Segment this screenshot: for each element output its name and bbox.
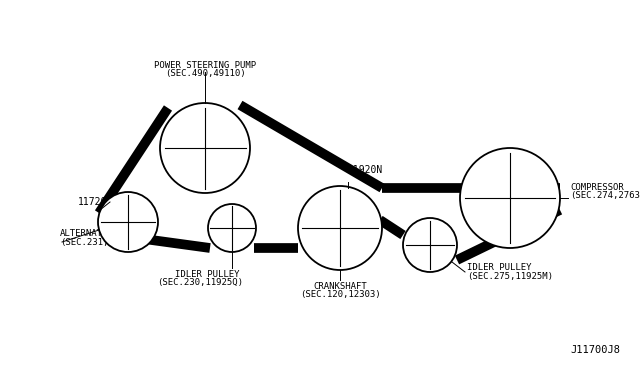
- Text: IDLER PULLEY: IDLER PULLEY: [467, 263, 531, 273]
- Text: (SEC.231,23150): (SEC.231,23150): [60, 238, 141, 247]
- Text: COMPRESSOR: COMPRESSOR: [570, 183, 624, 192]
- Text: (SEC.120,12303): (SEC.120,12303): [300, 290, 380, 299]
- Text: J11700J8: J11700J8: [570, 345, 620, 355]
- Text: (SEC.230,11925Q): (SEC.230,11925Q): [157, 278, 243, 287]
- Text: ALTERNATOR: ALTERNATOR: [60, 229, 114, 238]
- Text: 11720N: 11720N: [78, 197, 113, 207]
- Circle shape: [403, 218, 457, 272]
- Text: CRANKSHAFT: CRANKSHAFT: [313, 282, 367, 291]
- Circle shape: [298, 186, 382, 270]
- Circle shape: [208, 204, 256, 252]
- Circle shape: [98, 192, 158, 252]
- Text: (SEC.490,49110): (SEC.490,49110): [164, 69, 245, 78]
- Text: (SEC.274,27630): (SEC.274,27630): [570, 191, 640, 200]
- Circle shape: [460, 148, 560, 248]
- Text: IDLER PULLEY: IDLER PULLEY: [175, 270, 239, 279]
- Text: 11920N: 11920N: [348, 165, 383, 175]
- Circle shape: [160, 103, 250, 193]
- Text: POWER STEERING PUMP: POWER STEERING PUMP: [154, 61, 256, 70]
- Text: (SEC.275,11925M): (SEC.275,11925M): [467, 273, 553, 282]
